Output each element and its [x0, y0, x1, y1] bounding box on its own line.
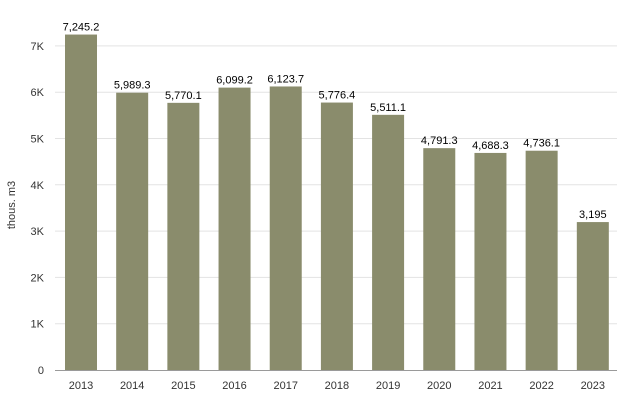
bars: 7,245.2 5,989.3 5,770.1 6,099.2 6,123.7 5,776… [63, 22, 609, 371]
data-label: 5,511.1 [370, 102, 406, 114]
bar [65, 34, 97, 370]
y-tick-label: 3K [31, 226, 45, 238]
bar [218, 87, 251, 370]
y-tick-label: 2K [31, 272, 45, 284]
y-tick-label: 0 [38, 365, 44, 377]
x-tick-label: 2015 [171, 380, 195, 392]
x-tick-label: 2020 [427, 380, 451, 392]
bar [320, 102, 353, 371]
x-tick-label: 2018 [325, 380, 349, 392]
data-label: 5,776.4 [319, 90, 356, 102]
bar [576, 222, 609, 370]
data-label: 5,989.3 [114, 80, 151, 92]
bar [525, 150, 558, 370]
x-tick-label: 2023 [581, 380, 605, 392]
bar [167, 102, 200, 371]
data-label: 5,770.1 [165, 90, 202, 102]
data-label: 6,099.2 [216, 75, 253, 87]
y-tick-label: 4K [31, 180, 45, 192]
x-tick-label: 2021 [478, 380, 502, 392]
y-tick-label: 5K [31, 134, 45, 146]
x-tick-label: 2013 [69, 380, 93, 392]
bar [116, 92, 149, 371]
data-label: 6,123.7 [267, 73, 304, 85]
data-label: 4,736.1 [523, 138, 560, 150]
y-tick-label: 1K [31, 319, 45, 331]
x-tick-label: 2016 [222, 380, 246, 392]
data-label: 3,195 [579, 209, 607, 221]
x-tick-label: 2017 [273, 380, 297, 392]
y-axis-ticks: 0 1K 2K 3K 4K 5K 6K 7K [31, 41, 45, 377]
bar [423, 148, 456, 370]
y-axis-title: thous. m3 [6, 181, 18, 229]
y-tick-label: 6K [31, 87, 45, 99]
bar [269, 86, 302, 370]
x-tick-label: 2019 [376, 380, 400, 392]
y-tick-label: 7K [31, 41, 45, 53]
data-label: 4,791.3 [421, 135, 458, 147]
data-label: 7,245.2 [63, 22, 100, 34]
bar [474, 152, 507, 370]
x-tick-label: 2014 [120, 380, 144, 392]
x-axis-ticks: 2013 2014 2015 2016 2017 2018 2019 2020 2021 2022… [69, 380, 605, 392]
data-label: 4,688.3 [472, 140, 509, 152]
x-tick-label: 2022 [529, 380, 553, 392]
bar [372, 114, 405, 371]
